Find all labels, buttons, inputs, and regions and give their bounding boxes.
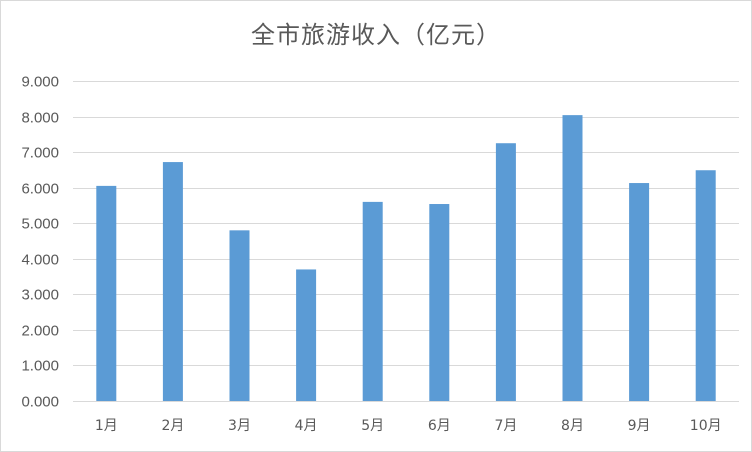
y-tick-label: 7.000 xyxy=(21,145,59,162)
x-tick-label: 6月 xyxy=(428,418,451,434)
bars xyxy=(96,115,716,401)
bar xyxy=(695,170,716,401)
y-axis-ticks: 0.000 1.000 2.000 3.000 4.000 5.000 6.000 7.000… xyxy=(21,74,59,411)
bar xyxy=(296,269,317,401)
bar xyxy=(429,204,450,401)
bar xyxy=(362,201,383,401)
x-tick-label: 3月 xyxy=(228,418,251,434)
y-tick-label: 0.000 xyxy=(21,394,59,411)
x-tick-label: 10月 xyxy=(690,418,722,434)
x-tick-label: 7月 xyxy=(494,418,517,434)
x-tick-label: 2月 xyxy=(161,418,184,434)
y-tick-label: 5.000 xyxy=(21,216,59,233)
x-tick-label: 1月 xyxy=(95,418,118,434)
bar xyxy=(229,230,250,401)
y-tick-label: 4.000 xyxy=(21,252,59,269)
x-tick-label: 8月 xyxy=(561,418,584,434)
y-tick-label: 6.000 xyxy=(21,181,59,198)
y-tick-label: 1.000 xyxy=(21,358,59,375)
bar xyxy=(96,185,117,401)
y-tick-label: 9.000 xyxy=(21,74,59,91)
bar xyxy=(562,115,583,401)
y-tick-label: 2.000 xyxy=(21,323,59,340)
x-tick-label: 4月 xyxy=(295,418,318,434)
bar xyxy=(495,143,516,401)
bar xyxy=(162,162,183,401)
x-tick-label: 9月 xyxy=(628,418,651,434)
gridlines xyxy=(73,81,739,402)
x-tick-label: 5月 xyxy=(361,418,384,434)
x-axis-ticks: 1月 2月 3月 4月 5月 6月 7月 8月 9月 10月 xyxy=(95,418,722,434)
y-tick-label: 3.000 xyxy=(21,287,59,304)
chart-title: 全市旅游收入（亿元） xyxy=(251,21,501,49)
y-tick-label: 8.000 xyxy=(21,110,59,127)
bar xyxy=(629,183,650,401)
